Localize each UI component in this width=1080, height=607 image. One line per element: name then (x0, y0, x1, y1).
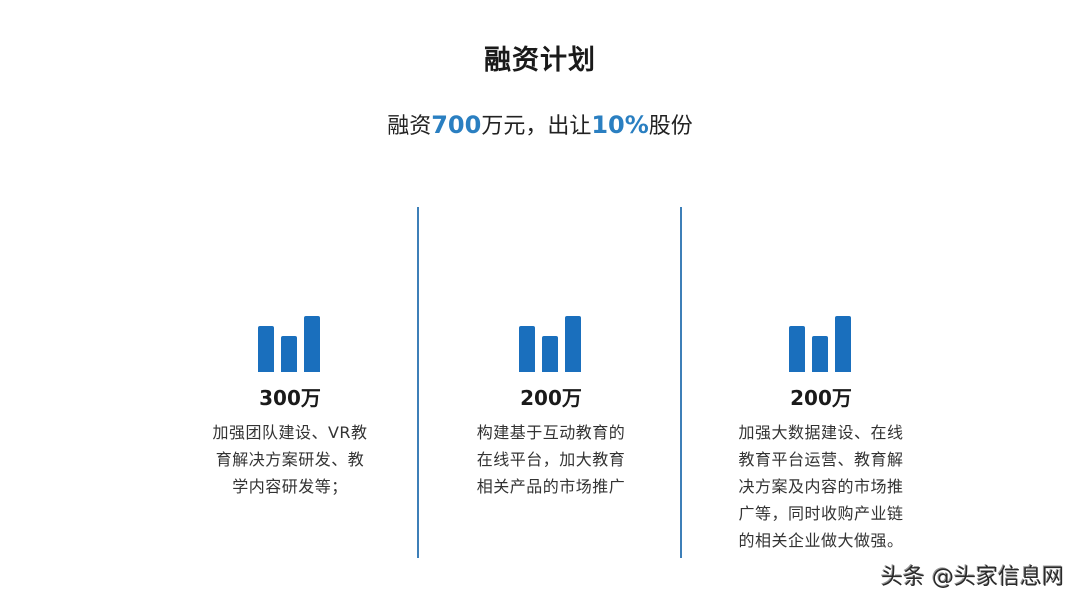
funding-amount-highlight: 700 (431, 111, 482, 139)
subtitle-text: 融资 (387, 114, 432, 139)
allocation-amount: 300万 (259, 386, 321, 410)
allocation-amount: 200万 (790, 386, 852, 410)
funding-column-2: 200万 构建基于互动教育的 在线平台，加大教育 相关产品的市场推广 (451, 314, 651, 500)
watermark: 头条 @头家信息网 (881, 565, 1064, 590)
allocation-description: 加强大数据建设、在线 教育平台运营、教育解 决方案及内容的市场推 广等，同时收购… (738, 423, 904, 550)
bar-chart-icon (519, 314, 583, 372)
funding-column-3: 200万 加强大数据建设、在线 教育平台运营、教育解 决方案及内容的市场推 广等… (716, 314, 926, 554)
equity-percent-highlight: 10% (591, 111, 649, 139)
allocation-description: 加强团队建设、VR教 育解决方案研发、教 学内容研发等； (212, 423, 368, 496)
bar-chart-icon (258, 314, 322, 372)
funding-summary: 融资700万元，出让10%股份 (0, 108, 1080, 140)
allocation-amount: 200万 (520, 386, 582, 410)
page-title: 融资计划 (484, 45, 596, 76)
column-divider (680, 207, 682, 558)
subtitle-text: 万元，出让 (481, 114, 592, 139)
allocation-description: 构建基于互动教育的 在线平台，加大教育 相关产品的市场推广 (476, 423, 626, 496)
bar-chart-icon (789, 314, 853, 372)
subtitle-text: 股份 (648, 114, 693, 139)
column-divider (417, 207, 419, 558)
funding-column-1: 300万 加强团队建设、VR教 育解决方案研发、教 学内容研发等； (190, 314, 390, 500)
